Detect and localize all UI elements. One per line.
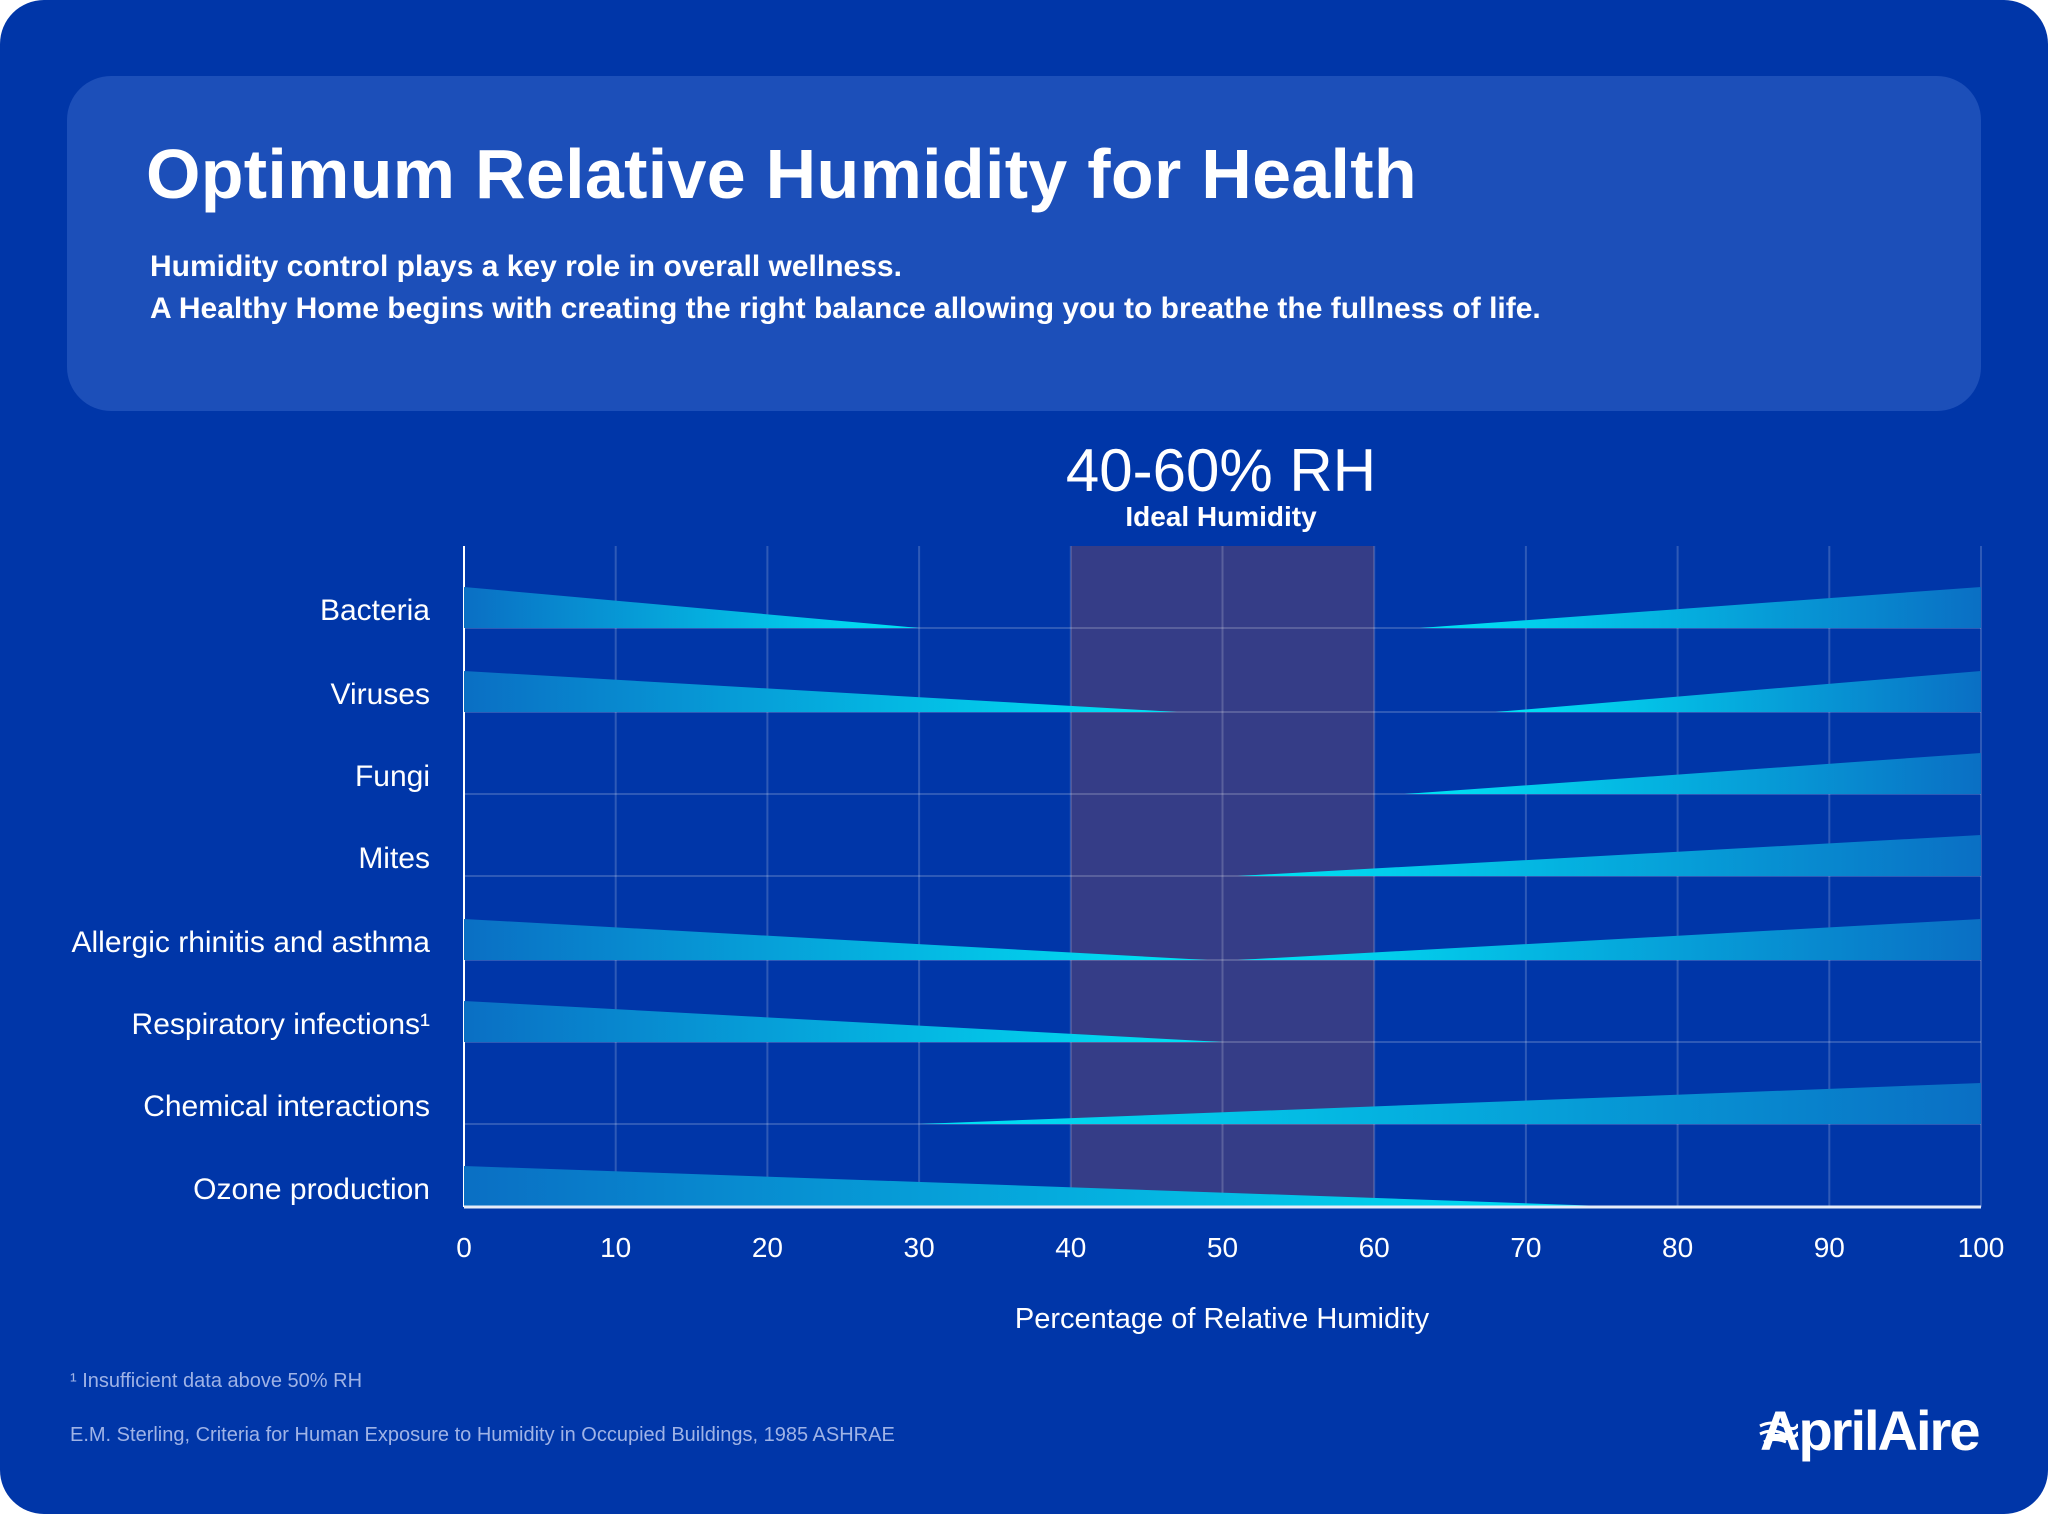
x-tick-label: 40 [1055, 1232, 1086, 1263]
wedge-dry-side [464, 671, 1177, 712]
row-label: Ozone production [193, 1173, 430, 1206]
x-tick-label: 0 [456, 1232, 472, 1263]
footnote-insufficient-data: ¹ Insufficient data above 50% RH [70, 1370, 363, 1392]
x-tick-label: 90 [1814, 1232, 1845, 1263]
source-citation: E.M. Sterling, Criteria for Human Exposu… [70, 1424, 895, 1446]
row-label: Mites [358, 842, 430, 875]
ideal-humidity-label: Ideal Humidity [1125, 501, 1317, 532]
x-axis-title: Percentage of Relative Humidity [1015, 1303, 1430, 1335]
ideal-humidity-band [1070, 546, 1375, 1207]
wedge-humid-side [1237, 919, 1981, 960]
ideal-range-label: 40-60% RH [1065, 437, 1377, 504]
x-tick-label: 30 [904, 1232, 935, 1263]
row-label: Chemical interactions [143, 1090, 430, 1123]
wedge-humid-side [1404, 753, 1981, 794]
aprilaire-logo: AprilAire [1760, 1399, 1980, 1462]
wedge-dry-side [464, 587, 920, 628]
x-tick-label: 10 [600, 1232, 631, 1263]
row-label: Respiratory infections¹ [132, 1008, 430, 1041]
x-tick-label: 100 [1958, 1232, 2005, 1263]
wedge-dry-side [464, 1001, 1223, 1042]
x-tick-label: 80 [1662, 1232, 1693, 1263]
row-label: Fungi [355, 760, 430, 793]
wedge-humid-side [1495, 671, 1981, 712]
page-title: Optimum Relative Humidity for Health [146, 135, 1417, 213]
wedge-humid-side [1237, 835, 1981, 876]
wedge-humid-side [1419, 587, 1981, 628]
x-tick-label: 60 [1359, 1232, 1390, 1263]
row-label: Bacteria [320, 594, 430, 627]
row-label: Viruses [331, 678, 431, 711]
logo-wave-icon [1759, 1421, 1798, 1444]
subtitle-line-1: Humidity control plays a key role in ove… [150, 250, 902, 283]
wedge-dry-side [464, 1166, 1633, 1207]
x-tick-label: 70 [1510, 1232, 1541, 1263]
header-card [67, 76, 1981, 411]
wedge-humid-side [919, 1083, 1981, 1124]
wedge-dry-side [464, 919, 1208, 960]
row-label: Allergic rhinitis and asthma [72, 926, 431, 959]
subtitle-line-2: A Healthy Home begins with creating the … [150, 292, 1541, 325]
x-tick-label: 20 [752, 1232, 783, 1263]
x-tick-label: 50 [1207, 1232, 1238, 1263]
